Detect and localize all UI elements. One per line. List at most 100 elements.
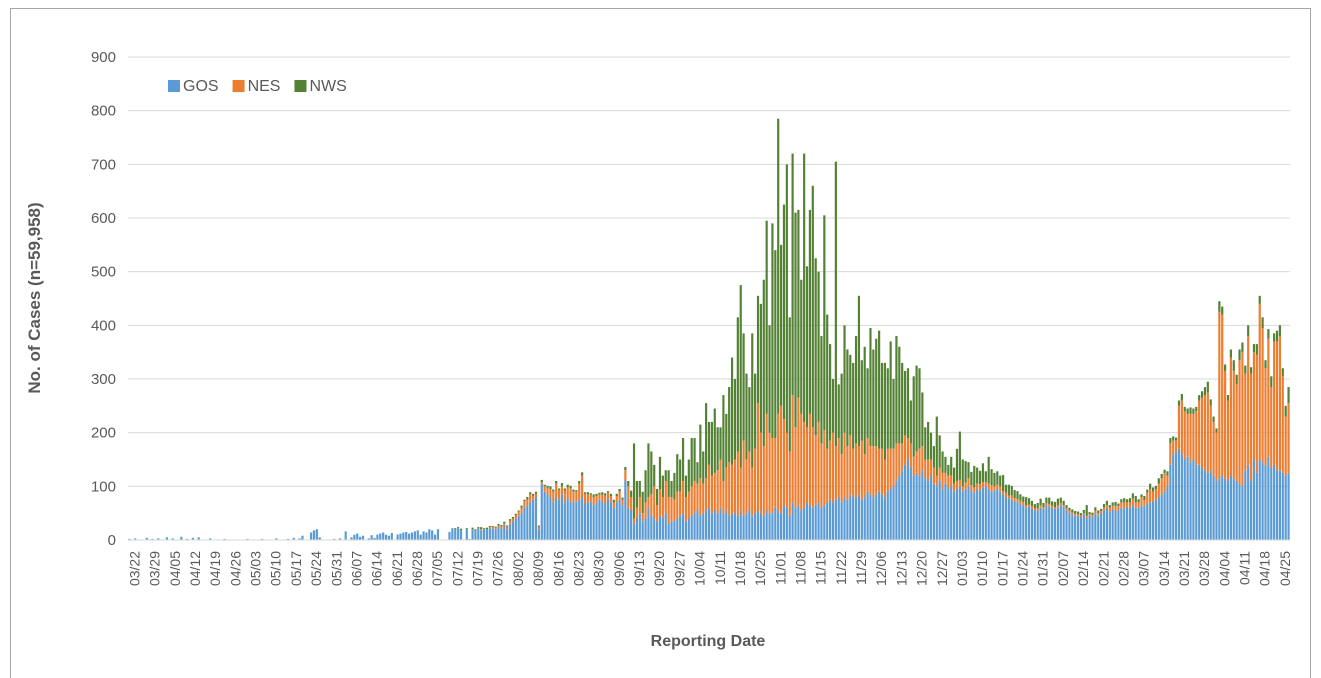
- bar-segment: [840, 502, 843, 540]
- bar-segment: [621, 499, 624, 506]
- bar-segment: [480, 529, 483, 531]
- bar-segment: [653, 464, 656, 487]
- bar-segment: [886, 368, 889, 449]
- bar-segment: [1189, 413, 1192, 463]
- bar-segment: [656, 489, 659, 506]
- bar-segment: [771, 223, 774, 439]
- x-tick-label: 10/25: [752, 551, 768, 586]
- bar-segment: [1137, 507, 1140, 540]
- bar-segment: [1200, 467, 1204, 540]
- bar-segment: [716, 427, 719, 471]
- bar-segment: [555, 483, 558, 498]
- bar-segment: [990, 491, 993, 540]
- bar-segment: [1022, 505, 1025, 540]
- bar-segment: [1221, 314, 1224, 476]
- bar-segment: [754, 448, 757, 514]
- bar-segment: [592, 505, 595, 540]
- bar-segment: [710, 421, 713, 476]
- bar-segment: [260, 538, 264, 540]
- bar-segment: [788, 451, 791, 516]
- bar-segment: [895, 336, 898, 444]
- bar-segment: [681, 480, 685, 514]
- bar-segment: [1200, 391, 1204, 398]
- bar-segment: [1088, 515, 1091, 540]
- bar-segment: [1287, 403, 1290, 473]
- bar-segment: [523, 499, 526, 502]
- bar-segment: [1151, 487, 1155, 492]
- bar-segment: [552, 489, 555, 492]
- bar-segment: [814, 505, 817, 540]
- bar-segment: [641, 491, 644, 514]
- bar-segment: [941, 472, 944, 490]
- bar-segment: [1140, 497, 1143, 506]
- bar-segment: [1051, 505, 1054, 508]
- x-tick-label: 12/20: [914, 551, 930, 586]
- bar-segment: [716, 513, 719, 540]
- bar-segment: [1166, 471, 1169, 476]
- bar-segment: [457, 527, 460, 529]
- bar-segment: [1085, 515, 1088, 519]
- bar-segment: [1065, 510, 1068, 540]
- bar-segment: [797, 209, 800, 398]
- bar-segment: [641, 513, 644, 522]
- bar-segment: [880, 362, 884, 449]
- bar-segment: [1074, 513, 1077, 516]
- x-tick-label: 11/15: [813, 551, 829, 585]
- bar-segment: [1007, 484, 1010, 496]
- bar-segment: [246, 538, 249, 540]
- bar-segment: [1062, 505, 1065, 507]
- bar-segment: [1117, 510, 1120, 540]
- x-tick-label: 03/21: [1176, 551, 1192, 586]
- bar-segment: [209, 538, 212, 540]
- bar-segment: [924, 459, 927, 479]
- bar-segment: [658, 456, 662, 490]
- bar-segment: [1108, 505, 1111, 508]
- bar-segment: [699, 515, 702, 540]
- bar-segment: [589, 501, 592, 540]
- bar-segment: [976, 467, 979, 484]
- bar-segment: [970, 471, 973, 486]
- bar-segment: [1151, 491, 1155, 502]
- bar-segment: [1056, 498, 1059, 506]
- bar-segment: [549, 489, 552, 498]
- bar-segment: [552, 491, 555, 503]
- bar-segment: [903, 464, 907, 540]
- bar-segment: [586, 494, 589, 503]
- bar-segment: [612, 499, 615, 503]
- bar-segment: [1241, 486, 1244, 540]
- bar-segment: [491, 527, 494, 529]
- bar-segment: [1206, 392, 1209, 473]
- bar-segment: [1085, 518, 1088, 540]
- bar-segment: [436, 529, 440, 540]
- bar-segment: [1160, 478, 1163, 495]
- bar-segment: [1131, 493, 1134, 499]
- x-tick-label: 09/06: [611, 551, 627, 586]
- bar-segment: [1226, 395, 1230, 401]
- bar-segment: [1146, 503, 1149, 540]
- x-tick-label: 10/11: [712, 551, 728, 585]
- bar-segment: [566, 487, 569, 499]
- bar-segment: [800, 279, 803, 414]
- bar-segment: [944, 483, 947, 540]
- bar-segment: [929, 432, 933, 460]
- bar-segment: [165, 537, 169, 540]
- bar-segment: [1137, 502, 1140, 508]
- bar-segment: [673, 472, 676, 500]
- bar-segment: [684, 521, 688, 540]
- bar-segment: [1140, 494, 1143, 498]
- bar-segment: [413, 531, 416, 540]
- x-tick-label: 09/27: [671, 551, 687, 586]
- bar-segment: [491, 526, 494, 528]
- bar-segment: [598, 492, 601, 495]
- bar-segment: [312, 530, 316, 540]
- bar-segment: [716, 470, 719, 514]
- bar-segment: [1134, 507, 1137, 540]
- bar-segment: [581, 475, 584, 498]
- bar-segment: [448, 531, 451, 540]
- bar-segment: [1120, 507, 1123, 540]
- bar-segment: [702, 513, 705, 540]
- bar-segment: [733, 513, 737, 540]
- y-tick-label: 200: [91, 425, 116, 442]
- bar-segment: [589, 494, 592, 502]
- bar-segment: [569, 485, 572, 488]
